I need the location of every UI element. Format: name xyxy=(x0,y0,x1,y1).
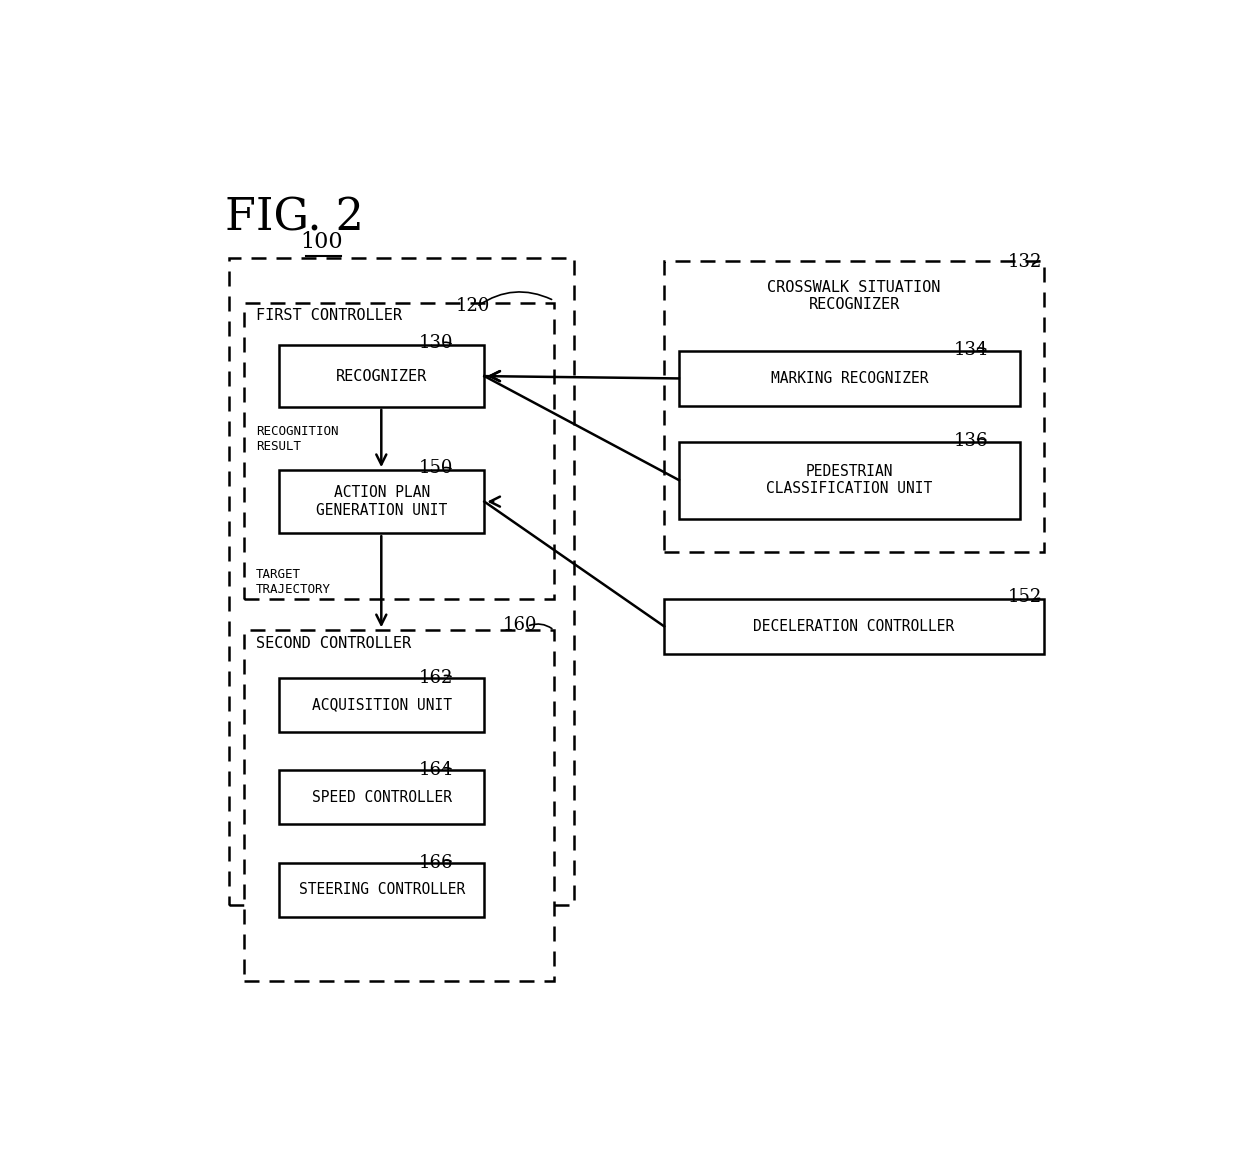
Text: 152: 152 xyxy=(1007,588,1042,606)
Text: PEDESTRIAN
CLASSIFICATION UNIT: PEDESTRIAN CLASSIFICATION UNIT xyxy=(766,464,932,497)
Text: ACQUISITION UNIT: ACQUISITION UNIT xyxy=(311,697,451,712)
Text: 120: 120 xyxy=(456,296,490,315)
Text: ACTION PLAN
GENERATION UNIT: ACTION PLAN GENERATION UNIT xyxy=(316,485,448,518)
Bar xyxy=(244,630,554,981)
Text: MARKING RECOGNIZER: MARKING RECOGNIZER xyxy=(770,371,929,386)
Text: DECELERATION CONTROLLER: DECELERATION CONTROLLER xyxy=(754,618,955,633)
Text: 164: 164 xyxy=(419,761,453,779)
Bar xyxy=(279,863,485,917)
Text: 166: 166 xyxy=(419,853,453,872)
Bar xyxy=(279,770,485,824)
Text: 150: 150 xyxy=(419,459,453,476)
Text: SPEED CONTROLLER: SPEED CONTROLLER xyxy=(311,790,451,805)
Bar xyxy=(279,470,485,533)
Text: 132: 132 xyxy=(1007,252,1042,271)
Text: 134: 134 xyxy=(954,340,987,359)
Text: 130: 130 xyxy=(419,334,453,352)
Bar xyxy=(228,258,573,906)
Text: RECOGNITION
RESULT: RECOGNITION RESULT xyxy=(255,425,339,453)
Text: RECOGNIZER: RECOGNIZER xyxy=(336,368,428,383)
Bar xyxy=(244,303,554,600)
Text: 162: 162 xyxy=(419,668,453,687)
Bar xyxy=(665,599,1044,654)
Text: SECOND CONTROLLER: SECOND CONTROLLER xyxy=(255,636,410,651)
Text: 160: 160 xyxy=(503,616,537,635)
Text: FIG. 2: FIG. 2 xyxy=(224,197,363,240)
Bar xyxy=(665,261,1044,551)
Text: 136: 136 xyxy=(954,432,988,449)
Bar xyxy=(680,441,1019,519)
Bar xyxy=(680,351,1019,406)
Bar xyxy=(279,677,485,732)
Text: FIRST CONTROLLER: FIRST CONTROLLER xyxy=(255,308,402,323)
Text: 100: 100 xyxy=(300,230,343,252)
Text: TARGET
TRAJECTORY: TARGET TRAJECTORY xyxy=(255,567,331,595)
Text: STEERING CONTROLLER: STEERING CONTROLLER xyxy=(299,882,465,897)
Bar xyxy=(279,345,485,406)
Text: CROSSWALK SITUATION
RECOGNIZER: CROSSWALK SITUATION RECOGNIZER xyxy=(768,280,941,313)
